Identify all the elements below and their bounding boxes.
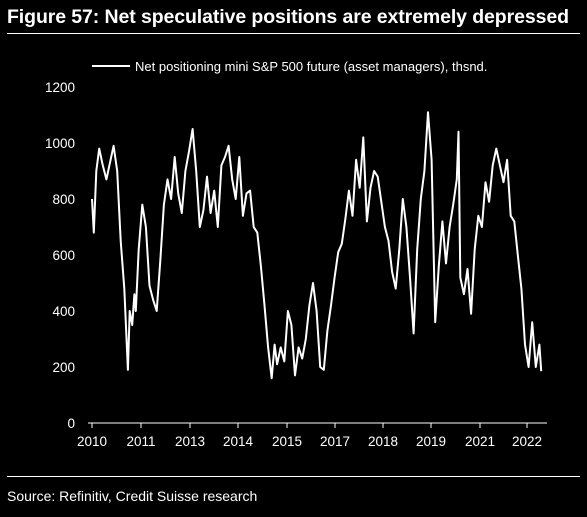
y-tick-label: 200 — [52, 360, 75, 375]
figure-title: Figure 57: Net speculative positions are… — [7, 6, 569, 28]
y-tick-label: 400 — [52, 304, 75, 319]
y-tick-label: 1000 — [45, 136, 75, 151]
y-tick-label: 1200 — [45, 80, 75, 95]
source-divider — [7, 476, 580, 477]
x-tick-label: 2017 — [320, 434, 350, 449]
x-tick-label: 2013 — [175, 434, 205, 449]
x-tick-label: 2014 — [223, 434, 254, 449]
y-tick-label: 0 — [67, 416, 75, 431]
title-divider — [7, 33, 580, 34]
y-tick-label: 800 — [52, 192, 75, 207]
series-layer — [91, 111, 543, 380]
source-note: Source: Refinitiv, Credit Suisse researc… — [7, 488, 258, 504]
x-tick-label: 2015 — [272, 434, 302, 449]
y-tick-label: 600 — [52, 248, 75, 263]
x-tick-label: 2019 — [416, 434, 446, 449]
x-axis-ticks: 2010 2011 2013 2014 2015 2017 2018 2019 2021 2022 — [77, 423, 542, 449]
y-axis-ticks: 0 200 400 600 800 1000 1200 — [45, 80, 75, 431]
x-tick-label: 2018 — [368, 434, 398, 449]
series-line-0 — [91, 111, 543, 380]
x-tick-label: 2022 — [512, 434, 542, 449]
legend-label: Net positioning mini S&P 500 future (ass… — [135, 59, 487, 74]
legend: Net positioning mini S&P 500 future (ass… — [92, 59, 487, 74]
x-tick-label: 2021 — [465, 434, 495, 449]
x-tick-label: 2010 — [77, 434, 107, 449]
x-tick-label: 2011 — [126, 434, 155, 449]
